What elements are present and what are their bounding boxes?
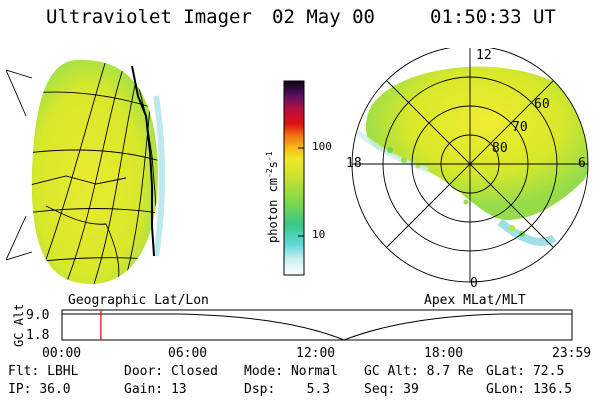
colorbar-tick-100: 100: [312, 140, 332, 153]
mlt-label-12: 12: [476, 48, 492, 63]
colorbar-tick-10: 10: [312, 228, 326, 241]
geographic-globe-image: [6, 59, 165, 284]
status-ip: IP: 36.0: [8, 382, 71, 397]
timeline-xtick-1800: 18:00: [424, 346, 464, 361]
mlt-label-0: 0: [470, 276, 478, 291]
timeline-xtick-0600: 06:00: [168, 346, 208, 361]
mlat-label-60: 60: [534, 97, 550, 112]
date-label: 02 May 00: [272, 6, 375, 28]
timeline-ytick-1-8: 1.8: [26, 328, 50, 343]
status-gain: Gain: 13: [124, 382, 187, 397]
mlat-label-80: 80: [492, 141, 508, 156]
status-seq: Seq: 39: [364, 382, 419, 397]
colorbar: [283, 80, 305, 276]
status-door: Door: Closed: [124, 364, 218, 379]
timeline-ytick-9: 9.0: [26, 308, 50, 323]
timeline-axis-label: GC Alt: [12, 303, 26, 347]
status-glat: GLat: 72.5: [486, 364, 565, 379]
timeline-xtick-0000: 00:00: [42, 346, 82, 361]
instrument-title: Ultraviolet Imager: [46, 6, 252, 28]
status-mode: Mode: Normal: [244, 364, 338, 379]
timeline-xtick-2359: 23:59: [552, 346, 592, 361]
altitude-timeline: [61, 309, 573, 341]
status-glon: GLon: 136.5: [486, 382, 573, 397]
time-label: 01:50:33 UT: [430, 6, 556, 28]
apex-panel-title: Apex MLat/MLT: [424, 293, 526, 308]
colorbar-unit-label: photon cm-2s-1: [265, 151, 280, 243]
polar-mlt-plot: [351, 48, 589, 283]
mlt-label-6: 6: [578, 156, 586, 171]
mlat-label-70: 70: [512, 120, 528, 135]
status-filter: Flt: LBHL: [8, 364, 79, 379]
status-gc-alt: GC Alt: 8.7 Re: [364, 364, 474, 379]
status-dsp: Dsp: 5.3: [244, 382, 331, 397]
mlt-label-18: 18: [346, 156, 362, 171]
timeline-xtick-1200: 12:00: [296, 346, 336, 361]
geographic-panel-title: Geographic Lat/Lon: [68, 293, 209, 308]
